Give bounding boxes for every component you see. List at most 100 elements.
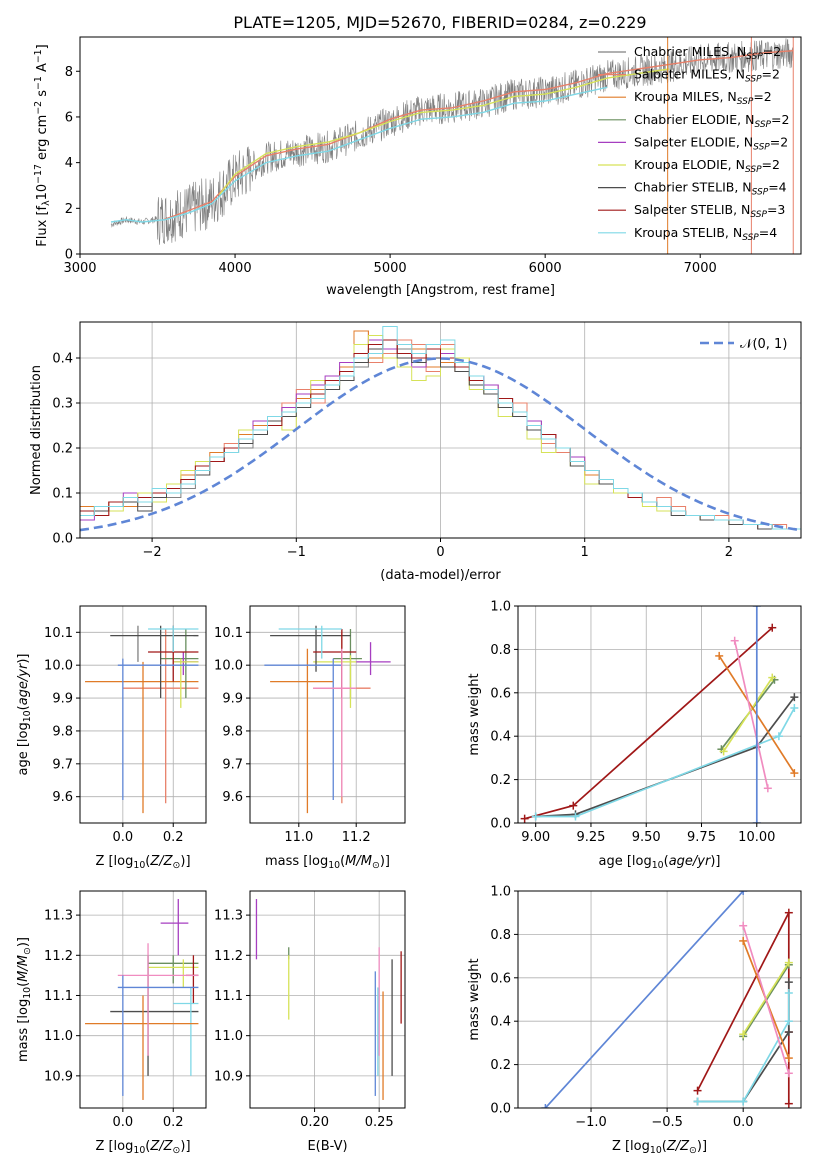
x-tick-label: 10.00 (738, 830, 775, 845)
legend-label: Salpeter ELODIE, NSSP=2 (634, 134, 788, 152)
y-tick-label: 0.8 (490, 643, 511, 658)
y-tick-label: 0.1 (52, 487, 73, 502)
y-axis-label: age [log10(age/yr)] (16, 653, 33, 775)
axes-frame (517, 605, 802, 824)
x-tick-label: 0.0 (112, 830, 133, 845)
y-axis-label: Flux [fλ10−17 erg cm−2 s−1 A−1] (33, 44, 52, 246)
y-tick-label: 2 (65, 202, 73, 217)
y-tick-label: 9.8 (222, 724, 243, 739)
y-tick-label: 11.1 (214, 989, 243, 1004)
plot-area-mass_weight_vs_Z (518, 891, 801, 1108)
y-tick-label: 0.2 (490, 773, 511, 788)
legend-label: Kroupa MILES, NSSP=2 (634, 89, 772, 107)
plot-area-spectrum (110, 37, 794, 254)
y-tick-label: 0.8 (490, 928, 511, 943)
model-spectrum-line (163, 50, 794, 221)
x-axis-label: (data-model)/error (380, 568, 501, 583)
x-tick-label: 3000 (63, 261, 96, 276)
x-tick-label: 11.0 (284, 830, 313, 845)
plot-area-mass_vs_ebv (250, 891, 405, 1108)
legend-label: Kroupa STELIB, NSSP=4 (634, 225, 777, 243)
y-tick-label: 0.2 (52, 442, 73, 457)
x-tick-label: −1 (287, 545, 306, 560)
y-tick-label: 1.0 (490, 600, 511, 615)
y-tick-label: 11.1 (44, 989, 73, 1004)
y-tick-label: 11.0 (214, 1029, 243, 1044)
model-spectrum-line (110, 86, 608, 223)
y-tick-label: 9.9 (52, 692, 73, 707)
x-tick-label: −2 (143, 545, 162, 560)
plot-area-age_vs_mass (250, 606, 405, 823)
y-tick-label: 0.4 (490, 730, 511, 745)
y-tick-label: 10.0 (214, 659, 243, 674)
weight-line (733, 640, 769, 789)
y-tick-label: 0.0 (490, 817, 511, 832)
y-tick-label: 0.3 (52, 397, 73, 412)
x-tick-label: −1.0 (575, 1115, 607, 1130)
y-tick-label: 9.7 (52, 757, 73, 772)
x-tick-label: 9.25 (576, 830, 605, 845)
axes-frame (79, 36, 802, 255)
y-tick-label: 1.0 (490, 885, 511, 900)
y-tick-label: 0.6 (490, 686, 511, 701)
y-tick-label: 11.0 (44, 1029, 73, 1044)
x-tick-label: 9.00 (521, 830, 550, 845)
x-tick-label: 1 (581, 545, 589, 560)
x-axis-label: Z [log10(Z/Z⊙)] (612, 1139, 707, 1156)
x-tick-label: 0.0 (112, 1115, 133, 1130)
model-spectrum-line (218, 68, 670, 196)
legend-label: Salpeter STELIB, NSSP=3 (634, 202, 785, 220)
y-tick-label: 10.9 (44, 1069, 73, 1084)
normal-reference-curve (80, 357, 801, 532)
x-tick-label: 6000 (529, 261, 562, 276)
weight-line (535, 696, 796, 818)
plot-area-mass_vs_Z (80, 891, 206, 1108)
legend-label: Chabrier ELODIE, NSSP=2 (634, 112, 789, 130)
x-tick-label: 2 (725, 545, 733, 560)
x-tick-label: 0.0 (733, 1115, 754, 1130)
axes-frame (249, 605, 406, 824)
y-tick-label: 0.6 (490, 971, 511, 986)
y-tick-label: 11.2 (214, 949, 243, 964)
weight-line (696, 912, 790, 1104)
y-tick-label: 10.9 (214, 1069, 243, 1084)
y-tick-label: 9.6 (52, 790, 73, 805)
y-tick-label: 11.2 (44, 949, 73, 964)
x-tick-label: 4000 (219, 261, 252, 276)
y-axis-label: mass weight (467, 673, 482, 755)
x-tick-label: 0.25 (365, 1115, 394, 1130)
weight-line (722, 677, 774, 752)
legend-label: Chabrier MILES, NSSP=2 (634, 44, 781, 62)
y-tick-label: 0 (65, 248, 73, 263)
legend-label: Salpeter MILES, NSSP=2 (634, 67, 780, 85)
y-tick-label: 0.0 (52, 532, 73, 547)
x-axis-label: age [log10(age/yr)] (598, 854, 720, 871)
x-axis-label: E(B-V) (307, 1139, 347, 1154)
y-tick-label: 11.3 (214, 909, 243, 924)
axes-frame (249, 890, 406, 1109)
axes-frame (79, 605, 207, 824)
weight-line (544, 891, 744, 1108)
y-tick-label: 9.6 (222, 790, 243, 805)
plot-area-mass_weight_vs_age (518, 606, 801, 823)
legend-label: Chabrier STELIB, NSSP=4 (634, 180, 787, 198)
plot-area-age_vs_Z (80, 606, 206, 823)
y-tick-label: 0.4 (52, 352, 73, 367)
y-tick-label: 9.8 (52, 724, 73, 739)
y-tick-label: 11.3 (44, 909, 73, 924)
x-tick-label: 9.75 (687, 830, 716, 845)
x-tick-label: 5000 (374, 261, 407, 276)
x-axis-label: Z [log10(Z/Z⊙)] (95, 1139, 190, 1156)
x-tick-label: 9.50 (632, 830, 661, 845)
axes-frame (517, 890, 802, 1109)
weight-line (697, 993, 790, 1103)
x-tick-label: 11.2 (342, 830, 371, 845)
y-tick-label: 10.1 (44, 626, 73, 641)
y-tick-label: 8 (65, 65, 73, 80)
x-tick-label: 0 (436, 545, 444, 560)
plot-area-residuals (80, 322, 801, 538)
y-tick-label: 0.4 (490, 1015, 511, 1030)
x-axis-label: mass [log10(M/M⊙)] (265, 854, 390, 871)
y-tick-label: 6 (65, 110, 73, 125)
